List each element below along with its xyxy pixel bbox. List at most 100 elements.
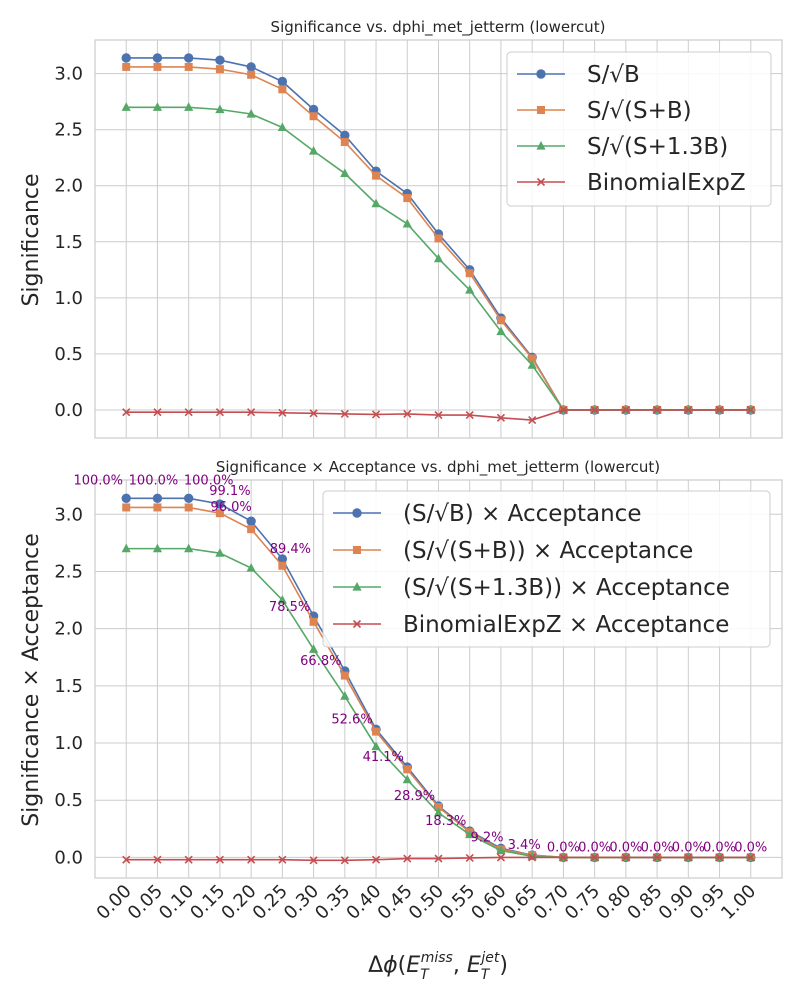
data-point <box>308 644 319 653</box>
data-point <box>527 360 537 369</box>
acceptance-label: 99.1% <box>209 484 250 499</box>
data-point <box>184 503 193 512</box>
data-point <box>215 55 225 65</box>
data-point <box>621 853 630 862</box>
data-point <box>371 198 381 208</box>
data-point <box>402 218 412 228</box>
data-point <box>340 138 349 147</box>
legend-entry: BinomialExpZ × Acceptance <box>333 612 729 638</box>
data-point <box>246 563 256 572</box>
data-point <box>715 405 724 415</box>
data-point <box>465 829 475 839</box>
acceptance-label: 96.0% <box>210 500 251 515</box>
data-point <box>746 405 755 415</box>
data-point <box>246 62 256 72</box>
legend-marker <box>536 177 546 187</box>
data-point <box>215 548 225 557</box>
data-point <box>278 85 287 94</box>
data-point <box>121 102 131 111</box>
acceptance-label: 0.0% <box>672 840 705 855</box>
legend-box <box>322 490 771 648</box>
data-point <box>434 410 443 420</box>
y-tick-label: 2.0 <box>54 619 83 640</box>
data-point <box>559 405 568 415</box>
data-point <box>621 405 630 415</box>
data-point <box>153 855 162 864</box>
legend-entry: (S/√(S+B)) × Acceptance <box>333 538 693 564</box>
x-tick-label: 1.00 <box>717 881 760 924</box>
axes-frame <box>94 479 783 879</box>
data-point <box>496 853 506 862</box>
data-point <box>340 671 349 680</box>
legend-entry: S/√B <box>517 62 640 88</box>
legend-entry: (S/√B) × Acceptance <box>333 501 641 527</box>
x-label-phi: ϕ <box>383 953 398 978</box>
data-point <box>340 856 349 865</box>
data-point <box>403 409 412 418</box>
data-point <box>403 765 412 774</box>
data-point <box>496 845 506 855</box>
data-point <box>496 413 506 422</box>
data-point <box>340 409 349 418</box>
data-point <box>372 727 381 736</box>
y-tick-label: 0.0 <box>54 400 83 421</box>
significance-plot: Significance vs. dphi_met_jetterm (lower… <box>19 18 783 439</box>
acceptance-label: 3.4% <box>508 838 541 853</box>
data-point <box>465 853 474 863</box>
data-point <box>371 410 381 419</box>
data-point <box>122 408 131 417</box>
legend-entry: BinomialExpZ <box>517 170 746 196</box>
data-point <box>121 53 131 63</box>
data-point <box>403 194 412 203</box>
x-label-e2: E <box>467 953 481 978</box>
data-point <box>246 108 256 118</box>
acceptance-label: 18.3% <box>425 814 466 829</box>
legend-label: (S/√B) × Acceptance <box>403 501 641 527</box>
x-label-sup1: miss <box>421 950 453 966</box>
legend-label: S/√(S+B) <box>587 98 692 124</box>
data-point <box>121 543 131 553</box>
data-point <box>528 415 537 425</box>
data-point <box>183 493 194 503</box>
x-label-prefix: Δ <box>368 953 383 978</box>
x-label-sub2: T <box>481 967 491 983</box>
data-point <box>559 853 568 862</box>
y-tick-label: 0.5 <box>54 790 83 811</box>
legend-label: S/√(S+1.3B) <box>587 134 728 160</box>
legend-marker <box>352 508 362 518</box>
data-point <box>247 855 256 864</box>
data-point <box>215 509 224 518</box>
data-point <box>152 493 163 503</box>
data-point <box>153 62 162 71</box>
data-point <box>309 617 318 626</box>
data-point <box>309 409 318 418</box>
legend-label: BinomialExpZ × Acceptance <box>403 612 729 638</box>
data-point <box>122 503 131 512</box>
data-point <box>184 408 193 417</box>
x-label-e1: E <box>406 953 420 978</box>
acceptance-label: 100.0% <box>73 473 123 488</box>
data-point <box>122 855 131 864</box>
series-lines <box>121 493 756 865</box>
data-point <box>215 855 224 864</box>
data-point <box>183 53 194 63</box>
data-point <box>278 408 287 417</box>
data-point <box>277 76 288 87</box>
axes-frame <box>94 39 783 439</box>
y-tick-label: 3.0 <box>54 504 83 525</box>
x-label-paren-open: ( <box>398 953 407 978</box>
y-tick-label: 1.5 <box>54 232 83 253</box>
acceptance-label: 0.0% <box>734 840 767 855</box>
data-point <box>590 405 599 415</box>
data-point <box>433 253 444 263</box>
data-point <box>278 855 287 864</box>
data-point <box>215 65 224 74</box>
legend-box <box>506 51 772 207</box>
legend-marker <box>352 582 362 591</box>
legend-marker <box>352 619 362 629</box>
data-point <box>277 595 287 604</box>
data-point <box>528 853 537 862</box>
data-point <box>528 354 537 363</box>
data-point <box>653 405 662 415</box>
y-tick-labels: 0.0 0.5 1.0 1.5 2.0 2.5 3.0 <box>54 504 83 868</box>
